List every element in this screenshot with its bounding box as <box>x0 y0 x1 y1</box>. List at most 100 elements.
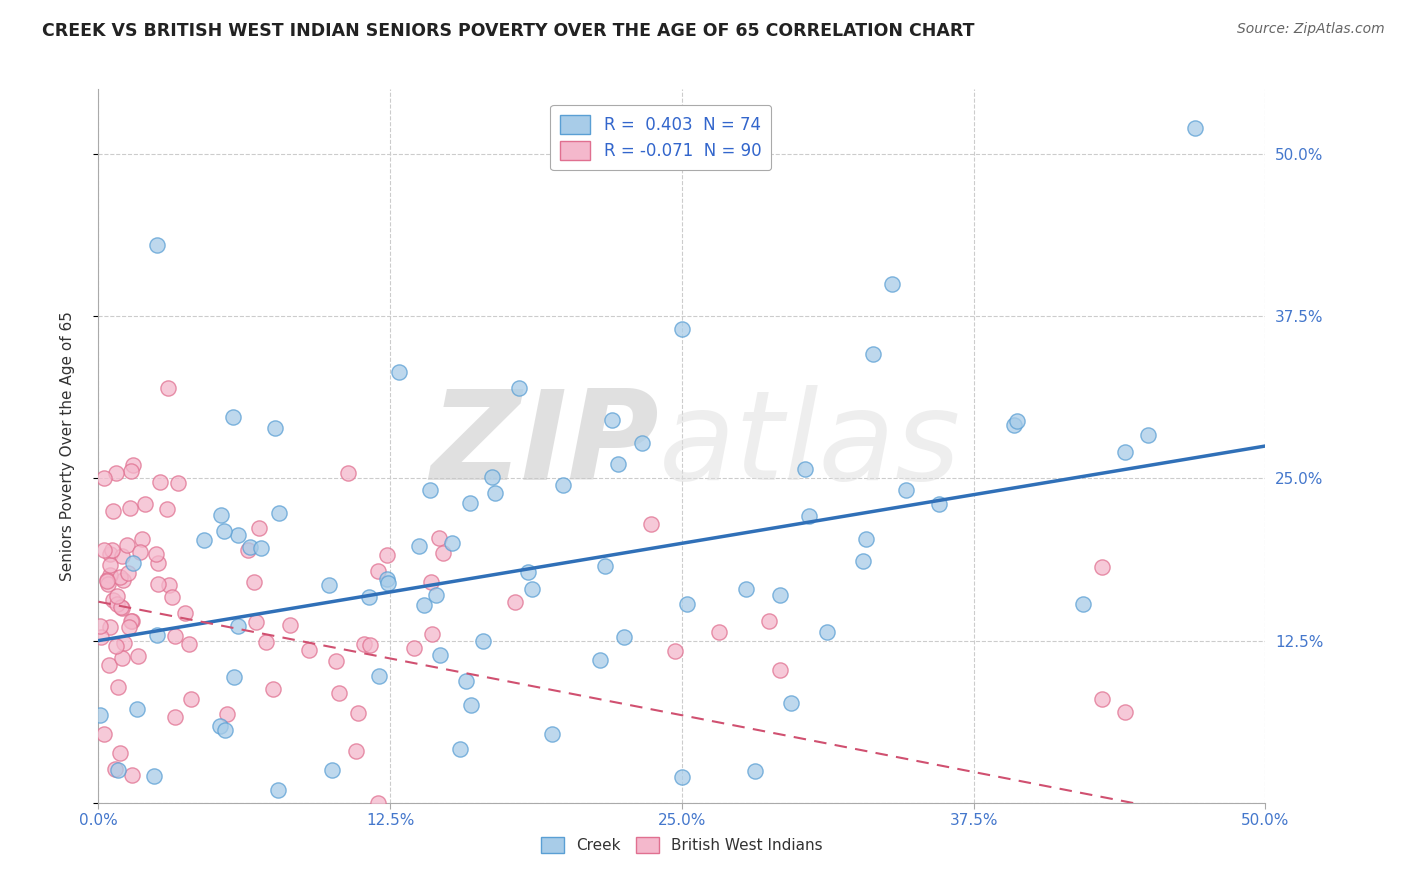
Text: Source: ZipAtlas.com: Source: ZipAtlas.com <box>1237 22 1385 37</box>
Text: ZIP: ZIP <box>430 385 658 507</box>
Point <box>146 238 169 252</box>
Point <box>640 516 662 531</box>
Legend: Creek, British West Indians: Creek, British West Indians <box>534 831 830 859</box>
Point <box>419 483 441 497</box>
Point <box>553 478 575 492</box>
Point <box>214 723 236 737</box>
Point <box>143 769 166 783</box>
Text: CREEK VS BRITISH WEST INDIAN SENIORS POVERTY OVER THE AGE OF 65 CORRELATION CHAR: CREEK VS BRITISH WEST INDIAN SENIORS POV… <box>42 22 974 40</box>
Point <box>336 466 359 480</box>
Point <box>145 547 167 561</box>
Point <box>111 601 134 615</box>
Point <box>1091 559 1114 574</box>
Point <box>209 719 232 733</box>
Point <box>408 539 430 553</box>
Point <box>108 747 131 761</box>
Point <box>671 322 693 336</box>
Point <box>278 617 301 632</box>
Point <box>177 637 200 651</box>
Point <box>676 597 699 611</box>
Point <box>377 576 399 591</box>
Point <box>93 543 115 558</box>
Point <box>121 615 143 629</box>
Point <box>441 536 464 550</box>
Point <box>254 634 277 648</box>
Point <box>1184 121 1206 136</box>
Point <box>165 710 187 724</box>
Point <box>180 691 202 706</box>
Point <box>127 648 149 663</box>
Point <box>744 764 766 779</box>
Point <box>432 546 454 560</box>
Point <box>100 547 122 561</box>
Point <box>117 537 139 551</box>
Point <box>928 497 950 511</box>
Point <box>117 566 139 580</box>
Point <box>125 702 148 716</box>
Point <box>93 727 115 741</box>
Point <box>131 532 153 546</box>
Point <box>344 744 367 758</box>
Point <box>427 531 450 545</box>
Point <box>734 582 756 597</box>
Point <box>1114 445 1136 459</box>
Point <box>262 682 284 697</box>
Point <box>245 615 267 630</box>
Point <box>222 670 245 684</box>
Point <box>404 641 426 656</box>
Point <box>768 663 790 677</box>
Point <box>104 466 127 480</box>
Point <box>359 638 381 652</box>
Point <box>606 457 628 471</box>
Point <box>226 619 249 633</box>
Point <box>226 528 249 542</box>
Point <box>758 614 780 628</box>
Point <box>90 631 112 645</box>
Point <box>1137 428 1160 442</box>
Point <box>243 574 266 589</box>
Point <box>419 575 441 590</box>
Point <box>671 770 693 784</box>
Point <box>222 409 245 424</box>
Point <box>325 654 347 668</box>
Point <box>128 545 150 559</box>
Point <box>120 614 142 628</box>
Point <box>357 590 380 604</box>
Point <box>157 578 180 592</box>
Point <box>328 686 350 700</box>
Point <box>121 556 143 570</box>
Point <box>481 469 503 483</box>
Point <box>709 624 731 639</box>
Point <box>104 639 127 653</box>
Point <box>239 540 262 554</box>
Point <box>209 508 232 522</box>
Point <box>484 485 506 500</box>
Point <box>98 620 121 634</box>
Point <box>613 630 636 644</box>
Point <box>1005 414 1028 428</box>
Point <box>298 643 321 657</box>
Point <box>121 768 143 782</box>
Point <box>367 564 389 578</box>
Point <box>149 475 172 490</box>
Point <box>508 381 530 395</box>
Point <box>780 696 803 710</box>
Point <box>799 509 821 524</box>
Point <box>105 597 128 611</box>
Point <box>98 567 121 582</box>
Point <box>505 595 527 609</box>
Point <box>593 559 616 574</box>
Point <box>111 574 134 588</box>
Point <box>148 576 170 591</box>
Point <box>855 532 877 546</box>
Point <box>107 680 129 694</box>
Point <box>101 542 124 557</box>
Point <box>148 557 170 571</box>
Point <box>458 495 481 509</box>
Point <box>1071 597 1094 611</box>
Point <box>118 500 141 515</box>
Point <box>456 674 478 689</box>
Point <box>146 628 169 642</box>
Point <box>112 636 135 650</box>
Point <box>101 592 124 607</box>
